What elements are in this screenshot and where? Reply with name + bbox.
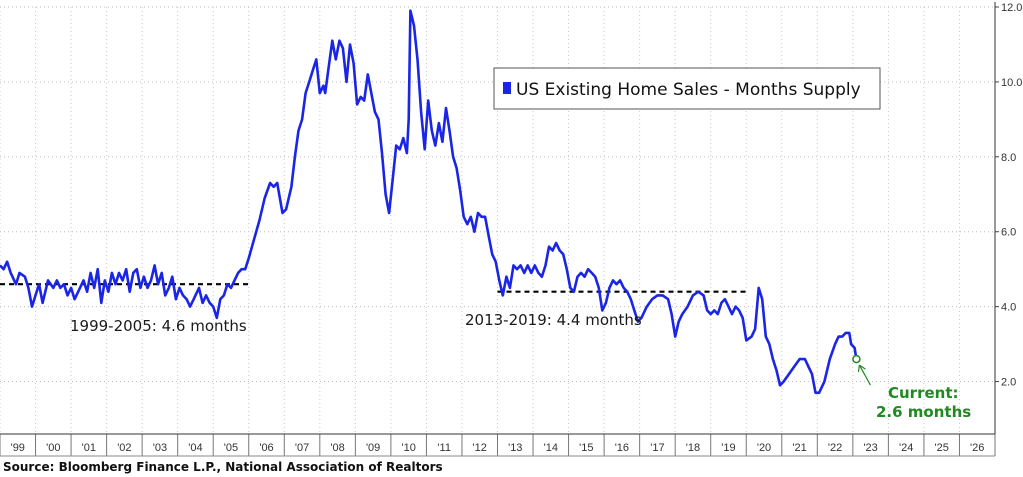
y-tick-label: 4.0 xyxy=(1001,302,1016,314)
y-tick-label: 8.0 xyxy=(1001,152,1016,164)
x-tick-label: '08 xyxy=(330,442,344,454)
x-tick-label: '99 xyxy=(11,442,25,454)
x-tick-label: '24 xyxy=(899,442,913,454)
annotation-1999-2005: 1999-2005: 4.6 months xyxy=(70,317,247,335)
y-tick-label: 6.0 xyxy=(1001,227,1016,239)
y-tick-label: 2.0 xyxy=(1001,377,1016,389)
current-label-line1: Current: xyxy=(888,384,959,402)
current-point xyxy=(852,354,861,364)
annotation-2013-2019: 2013-2019: 4.4 months xyxy=(465,311,642,329)
x-tick-label: '26 xyxy=(970,442,984,454)
x-tick-label: '16 xyxy=(615,442,629,454)
x-tick-label: '03 xyxy=(153,442,167,454)
x-tick-label: '10 xyxy=(401,442,415,454)
x-tick-label: '04 xyxy=(188,442,202,454)
x-tick-label: '01 xyxy=(82,442,96,454)
series-layer xyxy=(0,9,858,395)
x-tick-label: '06 xyxy=(259,442,273,454)
x-tick-label: '12 xyxy=(473,442,487,454)
x-tick-label: '07 xyxy=(295,442,309,454)
x-tick-label: '15 xyxy=(579,442,593,454)
x-tick-label: '02 xyxy=(117,442,131,454)
x-tick-label: '25 xyxy=(935,442,949,454)
legend-box xyxy=(493,67,881,110)
current-marker-group xyxy=(852,354,871,386)
x-tick-label: '20 xyxy=(757,442,771,454)
x-tick-label: '09 xyxy=(366,442,380,454)
series-line xyxy=(0,9,858,395)
x-tick-label: '14 xyxy=(544,442,558,454)
x-tick-label: '19 xyxy=(721,442,735,454)
legend-label: US Existing Home Sales - Months Supply xyxy=(516,80,861,100)
x-tick-label: '17 xyxy=(650,442,664,454)
y-tick-label: 12.0 xyxy=(1001,2,1022,14)
axes: 2.0 4.0 6.0 8.0 10.0 12.0 '99 '00 '01 '02 '03 '04 '0… xyxy=(0,2,1022,457)
legend-swatch xyxy=(503,82,511,94)
x-tick-label: '13 xyxy=(508,442,522,454)
x-tick-label: '05 xyxy=(224,442,238,454)
x-tick-label: '11 xyxy=(437,442,451,454)
x-tick-label: '22 xyxy=(828,442,842,454)
current-arrow-shaft xyxy=(858,364,871,386)
current-arrow-head xyxy=(857,364,866,373)
x-tick-label: '18 xyxy=(686,442,700,454)
source-note: Source: Bloomberg Finance L.P., National… xyxy=(3,460,443,474)
current-label-line2: 2.6 months xyxy=(876,403,971,421)
x-tick-label: '21 xyxy=(792,442,806,454)
legend: US Existing Home Sales - Months Supply xyxy=(493,67,881,110)
x-tick-label: '00 xyxy=(46,442,60,454)
y-tick-label: 10.0 xyxy=(1001,77,1022,89)
x-tick-label: '23 xyxy=(863,442,877,454)
reference-lines xyxy=(0,283,747,293)
